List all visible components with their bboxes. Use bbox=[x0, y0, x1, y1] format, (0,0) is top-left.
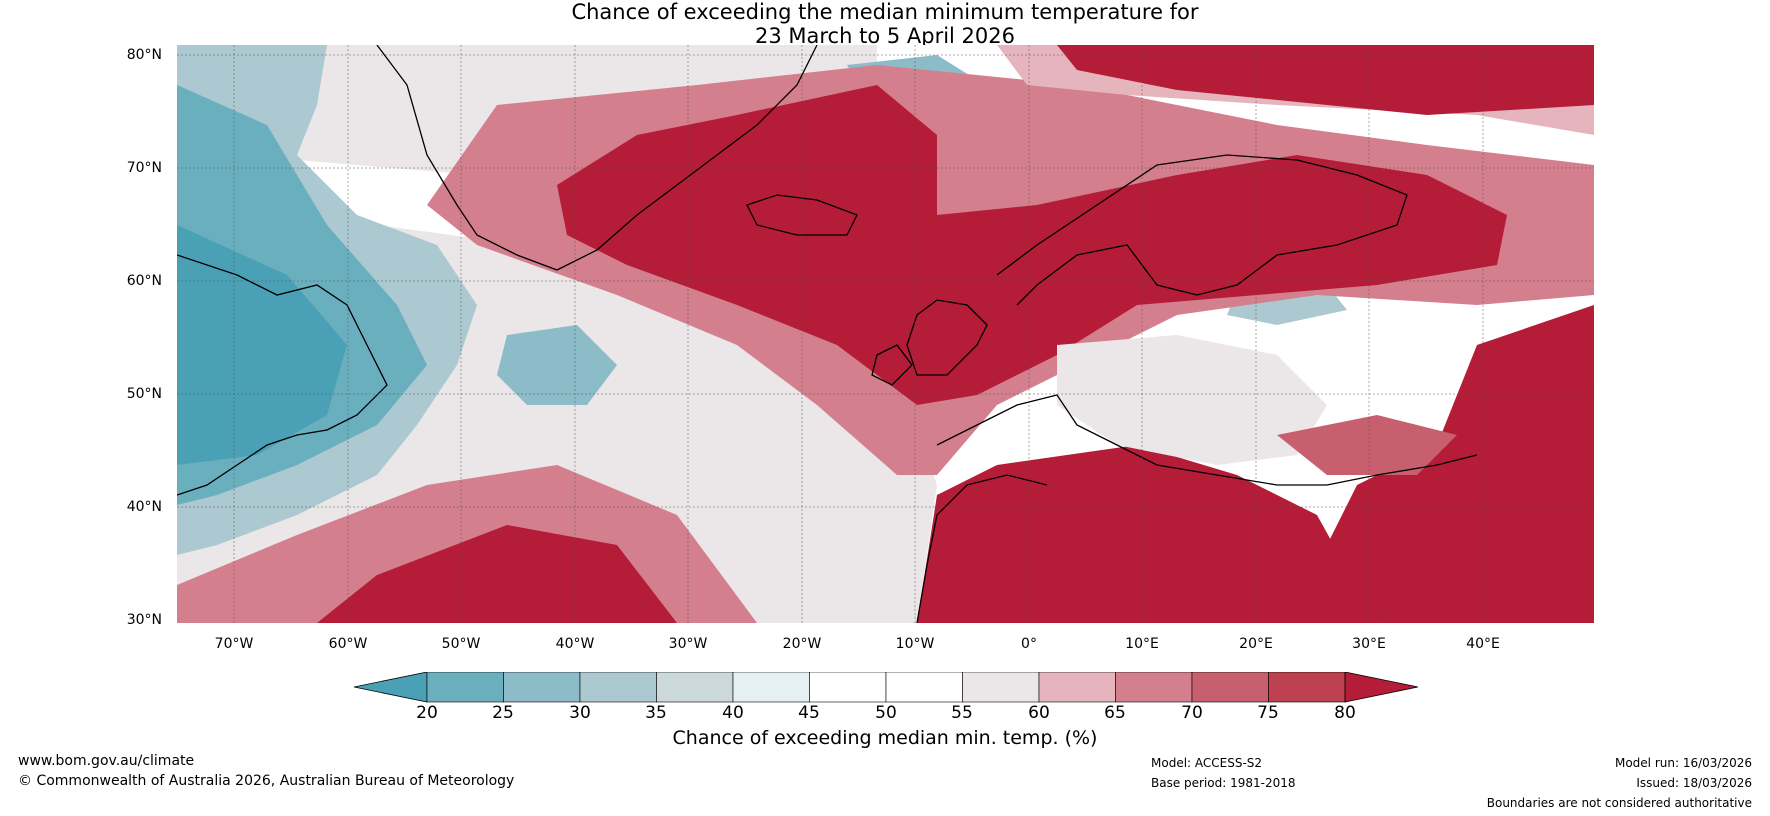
lon-label-50w: 50°W bbox=[441, 636, 481, 652]
colorbar-tick: 35 bbox=[645, 703, 667, 723]
lat-label-70n: 70°N bbox=[126, 160, 162, 176]
lat-label-50n: 50°N bbox=[126, 386, 162, 402]
colorbar-segment bbox=[809, 672, 887, 703]
lon-label-40e: 40°E bbox=[1466, 636, 1500, 652]
neutral-central-europe bbox=[1057, 335, 1327, 465]
coastlines bbox=[177, 45, 1478, 623]
colorbar-segment bbox=[1038, 672, 1116, 703]
lon-label-20w: 20°W bbox=[782, 636, 822, 652]
title-line-2: 23 March to 5 April 2026 bbox=[755, 24, 1015, 48]
colorbar-tick: 25 bbox=[492, 703, 514, 723]
chart-title: Chance of exceeding the median minimum t… bbox=[0, 0, 1770, 48]
above-median-east bbox=[1327, 305, 1594, 623]
colorbar-segment bbox=[885, 672, 963, 703]
title-line-1: Chance of exceeding the median minimum t… bbox=[571, 0, 1199, 24]
below-median-labrador-sea bbox=[497, 325, 617, 405]
above-median-atlantic-core bbox=[557, 85, 1507, 405]
copyright: © Commonwealth of Australia 2026, Austra… bbox=[18, 773, 515, 789]
colorbar-segment bbox=[962, 672, 1040, 703]
lon-label-10w: 10°W bbox=[895, 636, 935, 652]
colorbar-segment bbox=[1268, 672, 1346, 703]
colorbar-tick: 70 bbox=[1181, 703, 1203, 723]
boundary-disclaimer: Boundaries are not considered authoritat… bbox=[1486, 796, 1752, 810]
above-median-balkans bbox=[1277, 415, 1457, 475]
colorbar-tick: 20 bbox=[416, 703, 438, 723]
lon-label-30w: 30°W bbox=[668, 636, 708, 652]
colorbar-segment bbox=[1191, 672, 1269, 703]
model-name: Model: ACCESS-S2 bbox=[1151, 756, 1263, 770]
colorbar-tick: 40 bbox=[722, 703, 744, 723]
colorbar-tick: 80 bbox=[1334, 703, 1356, 723]
colorbar-segment bbox=[426, 672, 504, 703]
colorbar-segment bbox=[503, 672, 581, 703]
colorbar-tick: 30 bbox=[569, 703, 591, 723]
base-period: Base period: 1981-2018 bbox=[1151, 776, 1296, 790]
lon-label-40w: 40°W bbox=[555, 636, 595, 652]
lon-label-30e: 30°E bbox=[1352, 636, 1386, 652]
website-url: www.bom.gov.au/climate bbox=[18, 753, 195, 769]
model-run: Model run: 16/03/2026 bbox=[1614, 756, 1752, 770]
colorbar-tick: 75 bbox=[1257, 703, 1279, 723]
colorbar-segment bbox=[579, 672, 657, 703]
lat-label-30n: 30°N bbox=[126, 612, 162, 628]
lon-label-60w: 60°W bbox=[328, 636, 368, 652]
colorbar-tick: 55 bbox=[951, 703, 973, 723]
colorbar-label: Chance of exceeding median min. temp. (%… bbox=[672, 727, 1098, 749]
colorbar-extend-low bbox=[354, 672, 428, 703]
graticule bbox=[177, 45, 1594, 623]
colorbar-segment bbox=[1115, 672, 1193, 703]
lat-label-40n: 40°N bbox=[126, 499, 162, 515]
colorbar-tick: 50 bbox=[875, 703, 897, 723]
lon-label-10e: 10°E bbox=[1125, 636, 1159, 652]
colorbar-segment bbox=[656, 672, 734, 703]
above-median-south-core bbox=[317, 525, 677, 623]
lat-label-80n: 80°N bbox=[126, 47, 162, 63]
colorbar-tick: 60 bbox=[1028, 703, 1050, 723]
colorbar-tick: 45 bbox=[798, 703, 820, 723]
above-median-mediterranean bbox=[917, 445, 1377, 623]
colorbar-tick: 65 bbox=[1104, 703, 1126, 723]
colorbar bbox=[354, 672, 1418, 703]
lon-label-70w: 70°W bbox=[214, 636, 254, 652]
colorbar-extend-high bbox=[1344, 672, 1418, 703]
issued-date: Issued: 18/03/2026 bbox=[1636, 776, 1752, 790]
above-median-arctic-core bbox=[1057, 45, 1594, 115]
lon-label-20e: 20°E bbox=[1239, 636, 1273, 652]
below-median-west-deep bbox=[177, 225, 347, 465]
colorbar-segment bbox=[732, 672, 810, 703]
lat-label-60n: 60°N bbox=[126, 273, 162, 289]
lon-label-0: 0° bbox=[1021, 636, 1037, 652]
probability-map bbox=[177, 45, 1594, 623]
